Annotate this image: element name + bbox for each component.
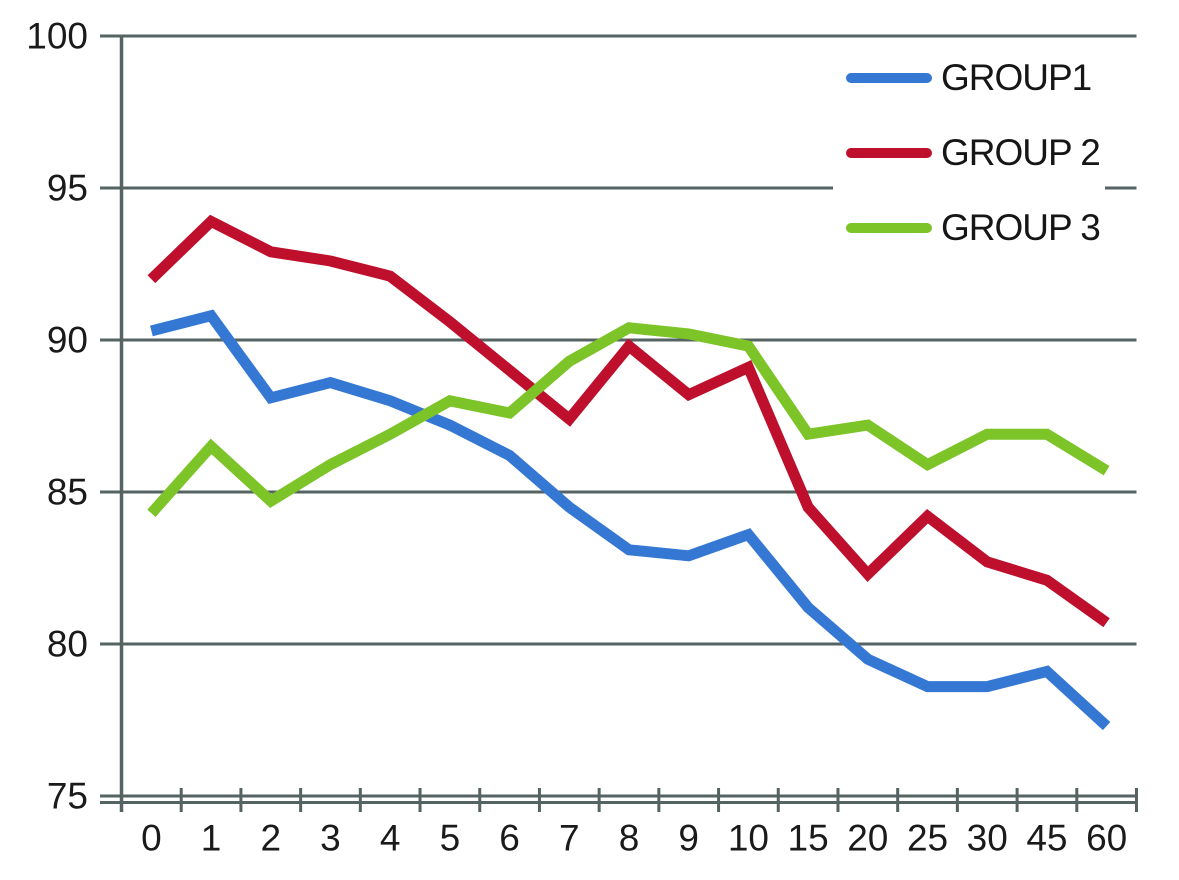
y-tick-label: 80 [47, 624, 88, 665]
x-tick-label: 1 [201, 818, 222, 859]
x-tick-label: 9 [678, 818, 699, 859]
legend-label: GROUP1 [941, 56, 1092, 98]
legend-item-group1: GROUP1 [833, 41, 1092, 114]
x-tick-label: 8 [619, 818, 640, 859]
y-tick-label: 90 [47, 320, 88, 361]
x-tick-label: 30 [967, 818, 1008, 859]
legend-label: GROUP 2 [941, 131, 1101, 173]
y-tick-label: 100 [26, 16, 88, 57]
series-line-group1 [150, 309, 1111, 731]
x-tick-label: 7 [559, 818, 580, 859]
legend-item-group2: GROUP 2 [833, 116, 1101, 189]
x-tick-label: 10 [728, 818, 769, 859]
x-tick-label: 0 [141, 818, 162, 859]
x-tick-label: 15 [788, 818, 829, 859]
series-line-group2 [147, 214, 1110, 628]
x-tick-label: 3 [320, 818, 341, 859]
x-tick-label: 20 [847, 818, 888, 859]
legend-line-swatch-green [846, 222, 932, 233]
y-tick-label: 85 [47, 472, 88, 513]
x-tick-label: 5 [440, 818, 461, 859]
legend-line-swatch-blue [846, 72, 932, 83]
legend-label: GROUP 3 [941, 206, 1101, 248]
y-tick-label: 95 [47, 168, 88, 209]
legend-line-swatch-red [846, 147, 932, 158]
x-tick-label: 6 [499, 818, 520, 859]
x-tick-label: 60 [1086, 818, 1127, 859]
y-tick-label: 75 [47, 776, 88, 817]
x-tick-label: 2 [260, 818, 281, 859]
series-line-group3 [147, 322, 1110, 517]
x-tick-label: 25 [907, 818, 948, 859]
x-tick-label: 4 [380, 818, 401, 859]
x-tick-label: 45 [1026, 818, 1067, 859]
legend-item-group3: GROUP 3 [833, 191, 1101, 264]
legend: GROUP1 GROUP 2 GROUP 3 [833, 45, 1105, 260]
